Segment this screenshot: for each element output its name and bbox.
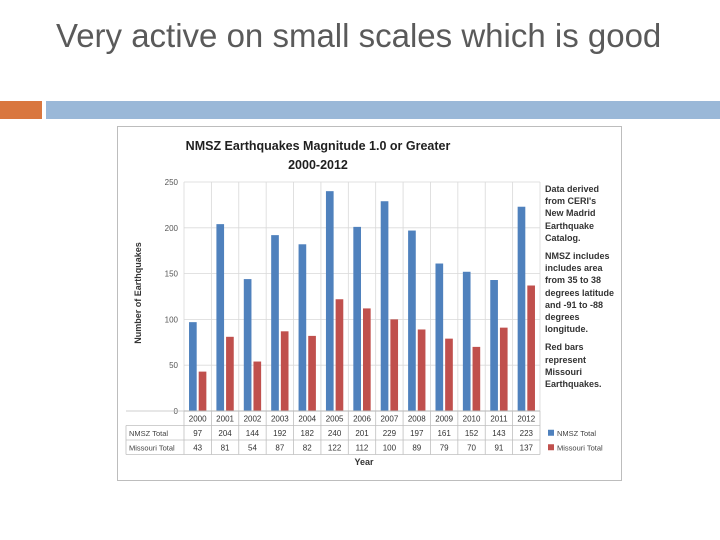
missouri-bar-2007 (390, 319, 399, 411)
table-row-label: Missouri Total (129, 444, 175, 453)
table-value: 91 (494, 444, 503, 453)
nmsz-bar-2001 (216, 224, 225, 411)
table-value: 54 (248, 444, 257, 453)
table-row-label: NMSZ Total (129, 429, 168, 438)
table-value: 143 (492, 429, 506, 438)
table-value: 229 (383, 429, 397, 438)
missouri-bar-2000 (198, 371, 207, 411)
nmsz-bar-2002 (243, 279, 252, 411)
missouri-bar-2012 (527, 285, 535, 411)
x-tick-label-2006: 2006 (353, 415, 371, 424)
table-value: 100 (383, 444, 397, 453)
missouri-bar-2005 (335, 299, 344, 411)
y-tick-label: 100 (165, 315, 179, 324)
missouri-bar-2008 (417, 329, 426, 411)
x-tick-label-2005: 2005 (326, 415, 344, 424)
table-value: 81 (221, 444, 230, 453)
table-value: 97 (193, 429, 202, 438)
y-tick-label: 0 (174, 407, 179, 416)
missouri-bar-2006 (363, 308, 371, 411)
nmsz-bar-2007 (380, 201, 389, 411)
accent-bar-blue (46, 101, 720, 119)
note-source: Data derived from CERI's New Madrid Eart… (545, 184, 600, 243)
table-value: 89 (412, 444, 421, 453)
legend-key-0 (548, 429, 554, 436)
x-tick-label-2011: 2011 (490, 415, 508, 424)
x-tick-label-2009: 2009 (435, 415, 453, 424)
table-value: 204 (218, 429, 232, 438)
grid-layer (183, 181, 541, 411)
x-tick-label-2004: 2004 (298, 415, 316, 424)
slide-title: Very active on small scales which is goo… (56, 17, 662, 54)
chart-title-line1: NMSZ Earthquakes Magnitude 1.0 or Greate… (186, 139, 451, 153)
note-area: NMSZ includes includes area from 35 to 3… (545, 251, 615, 335)
x-tick-label-2000: 2000 (189, 415, 207, 424)
x-tick-label-2002: 2002 (244, 415, 262, 424)
chart-image: NMSZ Earthquakes Magnitude 1.0 or Greate… (117, 126, 622, 481)
legend-label-1: Missouri Total (557, 443, 603, 452)
missouri-bar-2001 (226, 336, 234, 411)
missouri-bar-2004 (308, 335, 316, 411)
nmsz-bar-2009 (435, 263, 444, 411)
missouri-bar-2009 (445, 338, 453, 411)
y-tick-label: 150 (165, 270, 179, 279)
table-value: 43 (193, 444, 202, 453)
data-table: 2000 2001 2002 2003 2004 2005 2006 2007 2008 2009… (125, 410, 603, 455)
y-tick-label: 200 (165, 224, 179, 233)
table-value: 240 (328, 429, 342, 438)
note-red-bars: Red bars represent Missouri Earthquakes. (545, 342, 602, 390)
table-value: 197 (410, 429, 424, 438)
table-value: 87 (275, 444, 284, 453)
x-tick-label-2012: 2012 (517, 415, 535, 424)
bar-layer (189, 191, 535, 411)
table-value: 82 (303, 444, 312, 453)
table-value: 161 (437, 429, 451, 438)
y-tick-label: 50 (169, 361, 178, 370)
table-value: 152 (465, 429, 479, 438)
earthquake-bar-chart: NMSZ Earthquakes Magnitude 1.0 or Greate… (125, 139, 603, 467)
y-axis-label: Number of Earthquakes (133, 242, 143, 344)
table-value: 192 (273, 429, 287, 438)
table-value: 79 (440, 444, 449, 453)
legend-key-1 (548, 444, 554, 451)
x-tick-label-2008: 2008 (408, 415, 426, 424)
nmsz-bar-2003 (271, 235, 279, 411)
x-tick-label-2003: 2003 (271, 415, 289, 424)
x-tick-label-2001: 2001 (216, 415, 234, 424)
nmsz-bar-2000 (189, 322, 197, 411)
nmsz-bar-2004 (298, 244, 307, 411)
chart-notes: Data derived from CERI's New Madrid Eart… (545, 183, 615, 396)
chart-title-line2: 2000-2012 (288, 158, 348, 172)
accent-bar-orange (0, 101, 42, 119)
x-tick-label-2010: 2010 (463, 415, 481, 424)
table-value: 182 (301, 429, 315, 438)
table-value: 201 (355, 429, 369, 438)
table-value: 122 (328, 444, 342, 453)
y-tick-label: 250 (165, 178, 179, 187)
nmsz-bar-2006 (353, 226, 361, 411)
table-value: 70 (467, 444, 476, 453)
table-value: 112 (356, 444, 369, 453)
table-value: 137 (520, 444, 534, 453)
x-tick-label-2007: 2007 (380, 415, 398, 424)
missouri-bar-2002 (253, 361, 262, 411)
nmsz-bar-2012 (517, 206, 526, 411)
nmsz-bar-2005 (325, 191, 334, 411)
missouri-bar-2011 (499, 327, 508, 411)
table-value: 223 (520, 429, 534, 438)
x-axis-label: Year (354, 457, 374, 467)
missouri-bar-2003 (280, 331, 289, 411)
table-value: 144 (246, 429, 260, 438)
nmsz-bar-2008 (408, 230, 416, 411)
nmsz-bar-2010 (462, 271, 471, 411)
legend-label-0: NMSZ Total (557, 429, 596, 438)
nmsz-bar-2011 (490, 280, 498, 411)
missouri-bar-2010 (472, 346, 481, 411)
